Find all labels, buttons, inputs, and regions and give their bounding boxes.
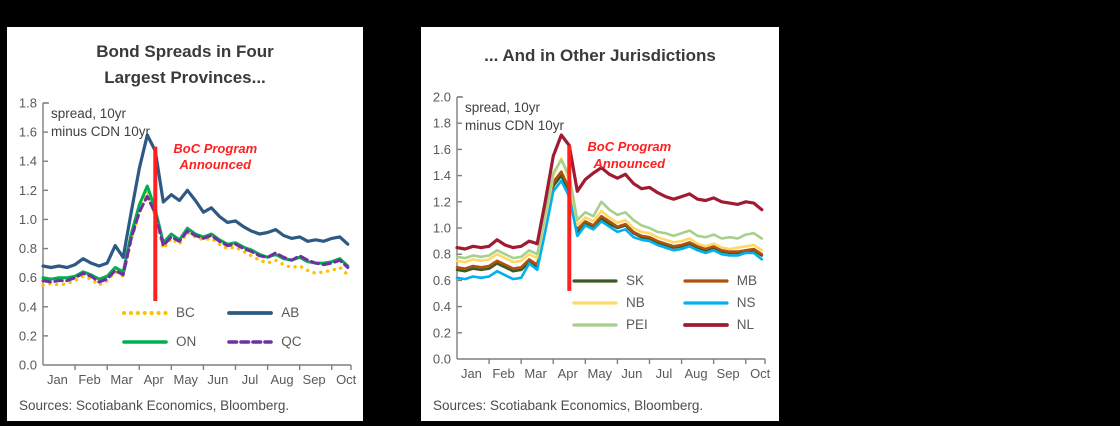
- legend-item-SK: SK: [571, 273, 648, 288]
- x-tick-label: Jun: [621, 366, 642, 381]
- x-tick-label: Jun: [207, 372, 228, 387]
- legend-left: BC AB ON QC: [121, 305, 302, 349]
- legend-label: NL: [736, 317, 755, 332]
- legend-item-PEI: PEI: [571, 317, 648, 332]
- legend-item-QC: QC: [226, 334, 302, 349]
- x-tick-label: Aug: [270, 372, 293, 387]
- y-tick-label: 1.8: [19, 96, 37, 111]
- x-tick-label: Jan: [461, 366, 482, 381]
- sources-note-right: Sources: Scotiabank Economics, Bloomberg…: [433, 398, 704, 413]
- y-tick-label: 0.4: [433, 299, 451, 314]
- legend-label: SK: [626, 273, 645, 288]
- chart-title-right: ... And in Other Jurisdictions: [484, 46, 716, 65]
- y-tick-label: 0.6: [433, 273, 451, 288]
- x-tick-label: Apr: [144, 372, 165, 387]
- x-tick-label: Mar: [110, 372, 133, 387]
- legend-label: ON: [176, 334, 197, 349]
- legend-label: BC: [176, 305, 195, 320]
- y-tick-label: 1.2: [433, 194, 451, 209]
- y-tick-label: 1.4: [19, 154, 37, 169]
- x-tick-label: Feb: [78, 372, 100, 387]
- series-line-AB: [41, 133, 350, 270]
- legend-swatch-SK: [572, 278, 618, 283]
- y-tick-label: 0.8: [19, 241, 37, 256]
- x-tick-label: Jul: [242, 372, 259, 387]
- legend-swatch-NB: [572, 300, 618, 305]
- legend-swatch-NS: [683, 300, 729, 305]
- legend-swatch-NL: [682, 322, 729, 327]
- y-tick-label: 1.0: [19, 212, 37, 227]
- legend-swatch-ON: [122, 339, 168, 344]
- x-tick-label: Feb: [492, 366, 514, 381]
- boc-annotation-left: BoC Program Announced: [173, 140, 258, 172]
- y-tick-label: 1.6: [433, 142, 451, 157]
- series-line-PEI: [455, 158, 764, 260]
- y-tick-label: 1.8: [433, 116, 451, 131]
- series-line-NS: [455, 179, 764, 281]
- legend-label: MB: [736, 273, 758, 288]
- legend-swatch-QC: [227, 339, 274, 344]
- legend-item-NS: NS: [682, 295, 757, 310]
- y-tick-label: 0.2: [19, 328, 37, 343]
- y-tick-label: 2.0: [433, 90, 451, 105]
- legend-item-NB: NB: [571, 295, 648, 310]
- plot-area: 0.0 0.2 0.4 0.6 0.8 1.0 1.2 1.4 1.6 1.8 Jan Feb Mar A…: [19, 96, 357, 388]
- legend-label: QC: [281, 334, 302, 349]
- axis-note-left: spread, 10yr minus CDN 10yr: [51, 106, 151, 139]
- y-tick-label: 1.6: [19, 125, 37, 140]
- x-tick-label: Aug: [684, 366, 707, 381]
- x-tick-label: Oct: [750, 366, 771, 381]
- plot-area: 0.0 0.2 0.4 0.6 0.8 1.0 1.2 1.4 1.6 1.8 2.0 Jan Feb M…: [433, 90, 771, 382]
- legend-right: SK MB NB NS PEI NL: [571, 273, 757, 332]
- x-tick-label: Sep: [303, 372, 326, 387]
- y-tick-label: 0.0: [19, 358, 37, 373]
- x-tick-label: May: [587, 366, 612, 381]
- legend-swatch-PEI: [572, 322, 618, 327]
- legend-item-AB: AB: [226, 305, 301, 320]
- legend-swatch-AB: [227, 310, 274, 315]
- legend-label: NB: [626, 295, 645, 310]
- y-tick-label: 0.4: [19, 299, 37, 314]
- left-chart-panel: Bond Spreads in Four Largest Provinces..…: [7, 27, 363, 421]
- series-line-NL: [455, 133, 764, 251]
- series-line-NB: [455, 157, 764, 264]
- x-tick-label: Sep: [717, 366, 740, 381]
- legend-swatch-BC: [122, 310, 168, 315]
- legend-label: NS: [736, 295, 756, 310]
- x-tick-label: Jan: [47, 372, 68, 387]
- chart-title-left: Bond Spreads in Four Largest Provinces..…: [96, 42, 274, 87]
- chart-canvas-left: 0.0 0.2 0.4 0.6 0.8 1.0 1.2 1.4 1.6 1.8 Jan Feb Mar A…: [9, 93, 361, 393]
- series-line-MB: [455, 170, 764, 270]
- y-tick-label: 0.8: [433, 247, 451, 262]
- y-tick-label: 0.6: [19, 270, 37, 285]
- legend-label: PEI: [626, 317, 648, 332]
- x-tick-label: Apr: [558, 366, 579, 381]
- y-tick-label: 0.2: [433, 325, 451, 340]
- y-tick-label: 1.2: [19, 183, 37, 198]
- boc-annotation-right: BoC Program Announced: [587, 139, 672, 171]
- sources-note-left: Sources: Scotiabank Economics, Bloomberg…: [19, 398, 290, 413]
- legend-item-NL: NL: [682, 317, 757, 332]
- x-tick-label: Jul: [656, 366, 673, 381]
- right-chart-panel: ... And in Other Jurisdictions 0.0 0.2 0.4…: [421, 27, 779, 421]
- y-tick-label: 1.0: [433, 221, 451, 236]
- series-line-QC: [41, 194, 350, 284]
- y-tick-label: 0.0: [433, 352, 451, 367]
- chart-canvas-right: 0.0 0.2 0.4 0.6 0.8 1.0 1.2 1.4 1.6 1.8 2.0 Jan Feb M…: [423, 87, 775, 387]
- legend-label: AB: [281, 305, 300, 320]
- x-tick-label: Mar: [524, 366, 547, 381]
- legend-item-BC: BC: [121, 305, 196, 320]
- legend-item-ON: ON: [121, 334, 196, 349]
- y-tick-label: 1.4: [433, 168, 451, 183]
- x-tick-label: Oct: [336, 372, 357, 387]
- axis-note-right: spread, 10yr minus CDN 10yr: [465, 100, 565, 133]
- legend-item-MB: MB: [682, 273, 757, 288]
- legend-swatch-MB: [683, 278, 729, 283]
- x-tick-label: May: [173, 372, 198, 387]
